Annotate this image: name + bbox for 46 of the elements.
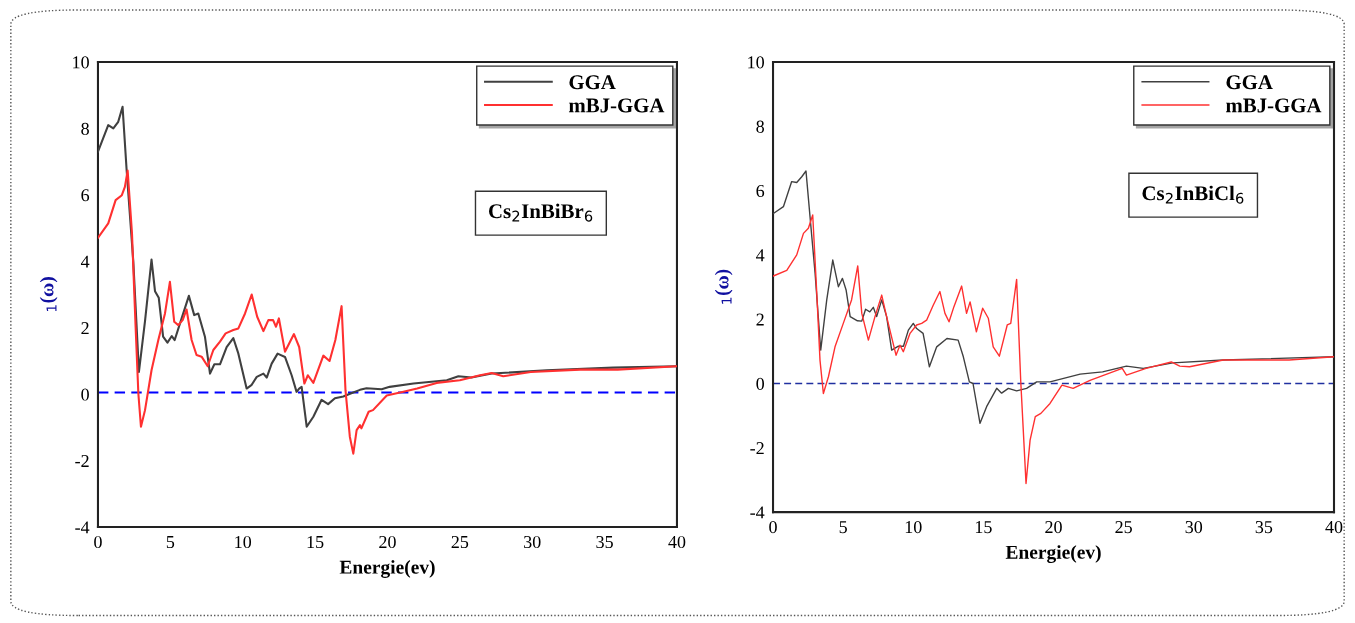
- x-tick-label: 5: [166, 536, 175, 549]
- x-axis-title: Energie(ev): [1005, 545, 1101, 563]
- y-tick-label: 4: [80, 255, 90, 268]
- y-tick-label: 10: [73, 56, 89, 69]
- y-tick-label: 0: [756, 377, 765, 390]
- y-tick-label: 2: [756, 313, 764, 326]
- legend-label: GGA: [569, 75, 616, 90]
- legend-label: mBJ-GGA: [568, 98, 665, 113]
- line-series: [773, 214, 1334, 485]
- x-tick-label: 40: [1325, 520, 1343, 534]
- annotation: Cs$_{2}$InBiCl$_{6}$: [1142, 185, 1244, 204]
- x-tick-label: 10: [235, 535, 252, 549]
- x-tick-label: 5: [839, 521, 847, 534]
- x-tick-label: 25: [451, 535, 469, 549]
- y-tick-label: 6: [81, 189, 90, 202]
- line-series: [97, 169, 677, 455]
- x-tick-label: 30: [1185, 520, 1203, 534]
- x-tick-label: 15: [975, 521, 992, 534]
- y-tick-label: -2: [75, 454, 89, 467]
- y-tick-label: -4: [75, 521, 90, 534]
- x-tick-label: 10: [905, 520, 922, 534]
- y-tick-label: 2: [81, 322, 89, 335]
- x-tick-label: 25: [1115, 521, 1132, 534]
- x-tick-label: 0: [94, 535, 102, 549]
- x-tick-label: 30: [524, 535, 541, 549]
- x-tick-label: 0: [769, 520, 777, 534]
- y-tick-label: 6: [756, 184, 765, 198]
- y-axis-title: $_{1}$(ω): [39, 277, 58, 312]
- y-tick-label: -4: [750, 506, 765, 519]
- x-tick-label: 20: [379, 535, 396, 549]
- y-tick-label: 4: [756, 249, 765, 262]
- x-tick-label: 35: [1255, 521, 1273, 534]
- y-tick-label: 10: [748, 56, 765, 69]
- x-axis-title: Energie(ev): [339, 560, 435, 578]
- x-tick-label: 20: [1045, 520, 1062, 534]
- y-tick-label: 0: [81, 388, 89, 401]
- y-tick-label: 8: [756, 120, 765, 133]
- y-tick-label: 8: [81, 122, 89, 135]
- x-tick-label: 40: [668, 535, 686, 549]
- y-axis-title: $_{1}$(ω): [714, 269, 733, 304]
- legend-label: mBJ-GGA: [1226, 98, 1322, 113]
- x-tick-label: 15: [307, 536, 324, 549]
- legend-label: GGA: [1226, 75, 1273, 90]
- y-tick-label: -2: [750, 442, 764, 455]
- x-tick-label: 35: [596, 535, 613, 549]
- annotation: Cs$_{2}$InBiBr$_{6}$: [489, 203, 593, 222]
